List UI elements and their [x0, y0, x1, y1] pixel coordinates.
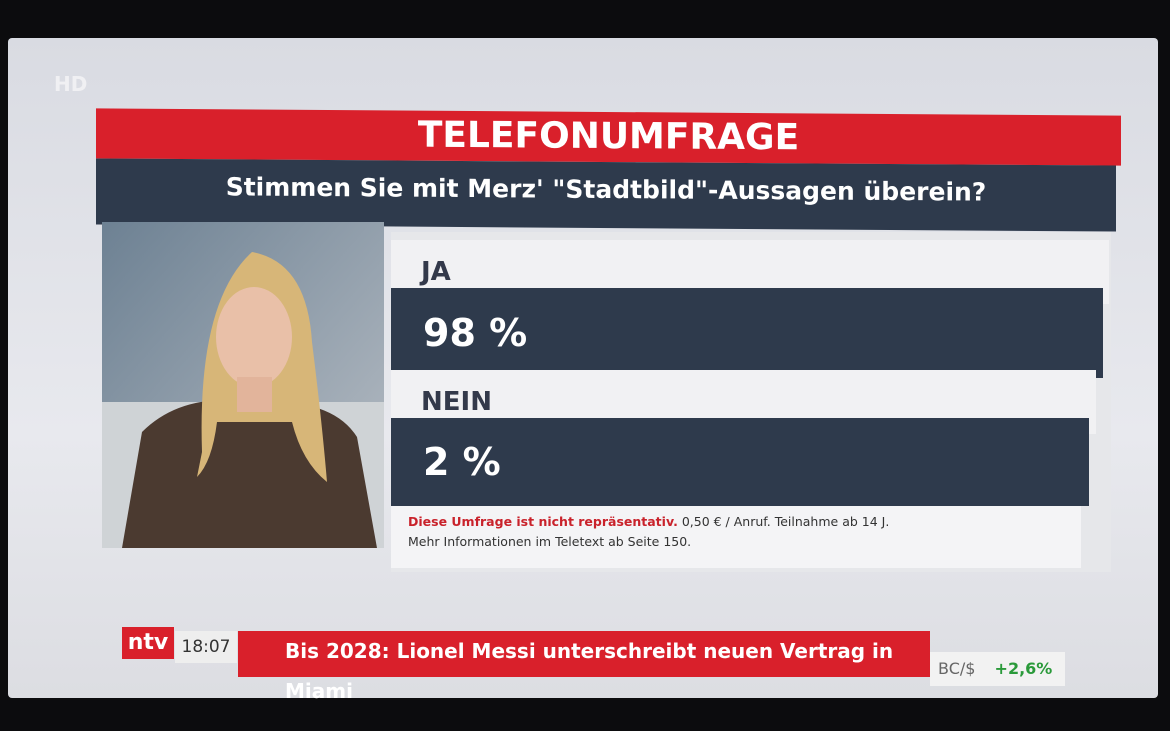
presenter-image	[102, 222, 384, 548]
market-ticker: BC/$ +2,6%	[930, 652, 1065, 686]
market-symbol: BC/$	[938, 659, 976, 678]
option-result: 98 %	[391, 288, 1103, 378]
channel-logo: ntv	[122, 627, 174, 659]
poll-question: Stimmen Sie mit Merz' "Stadtbild"-Aussag…	[96, 158, 1116, 232]
cost: 0,50 € / Anruf. Teilnahme ab 14 J.	[681, 514, 890, 529]
info: Mehr Informationen im Teletext ab Seite …	[408, 534, 692, 549]
clock: 18:07	[175, 631, 237, 663]
market-change: +2,6%	[994, 659, 1053, 678]
footnote: Diese Umfrage ist nicht repräsentativ. 0…	[391, 506, 1081, 568]
disclaimer: Diese Umfrage ist nicht repräsentativ.	[408, 514, 678, 529]
poll-title: TELEFONUMFRAGE	[96, 108, 1121, 166]
hd-badge: HD	[54, 72, 88, 96]
headline: Bis 2028: Lionel Messi unterschreibt neu…	[238, 631, 930, 703]
option-result: 2 %	[391, 418, 1089, 506]
